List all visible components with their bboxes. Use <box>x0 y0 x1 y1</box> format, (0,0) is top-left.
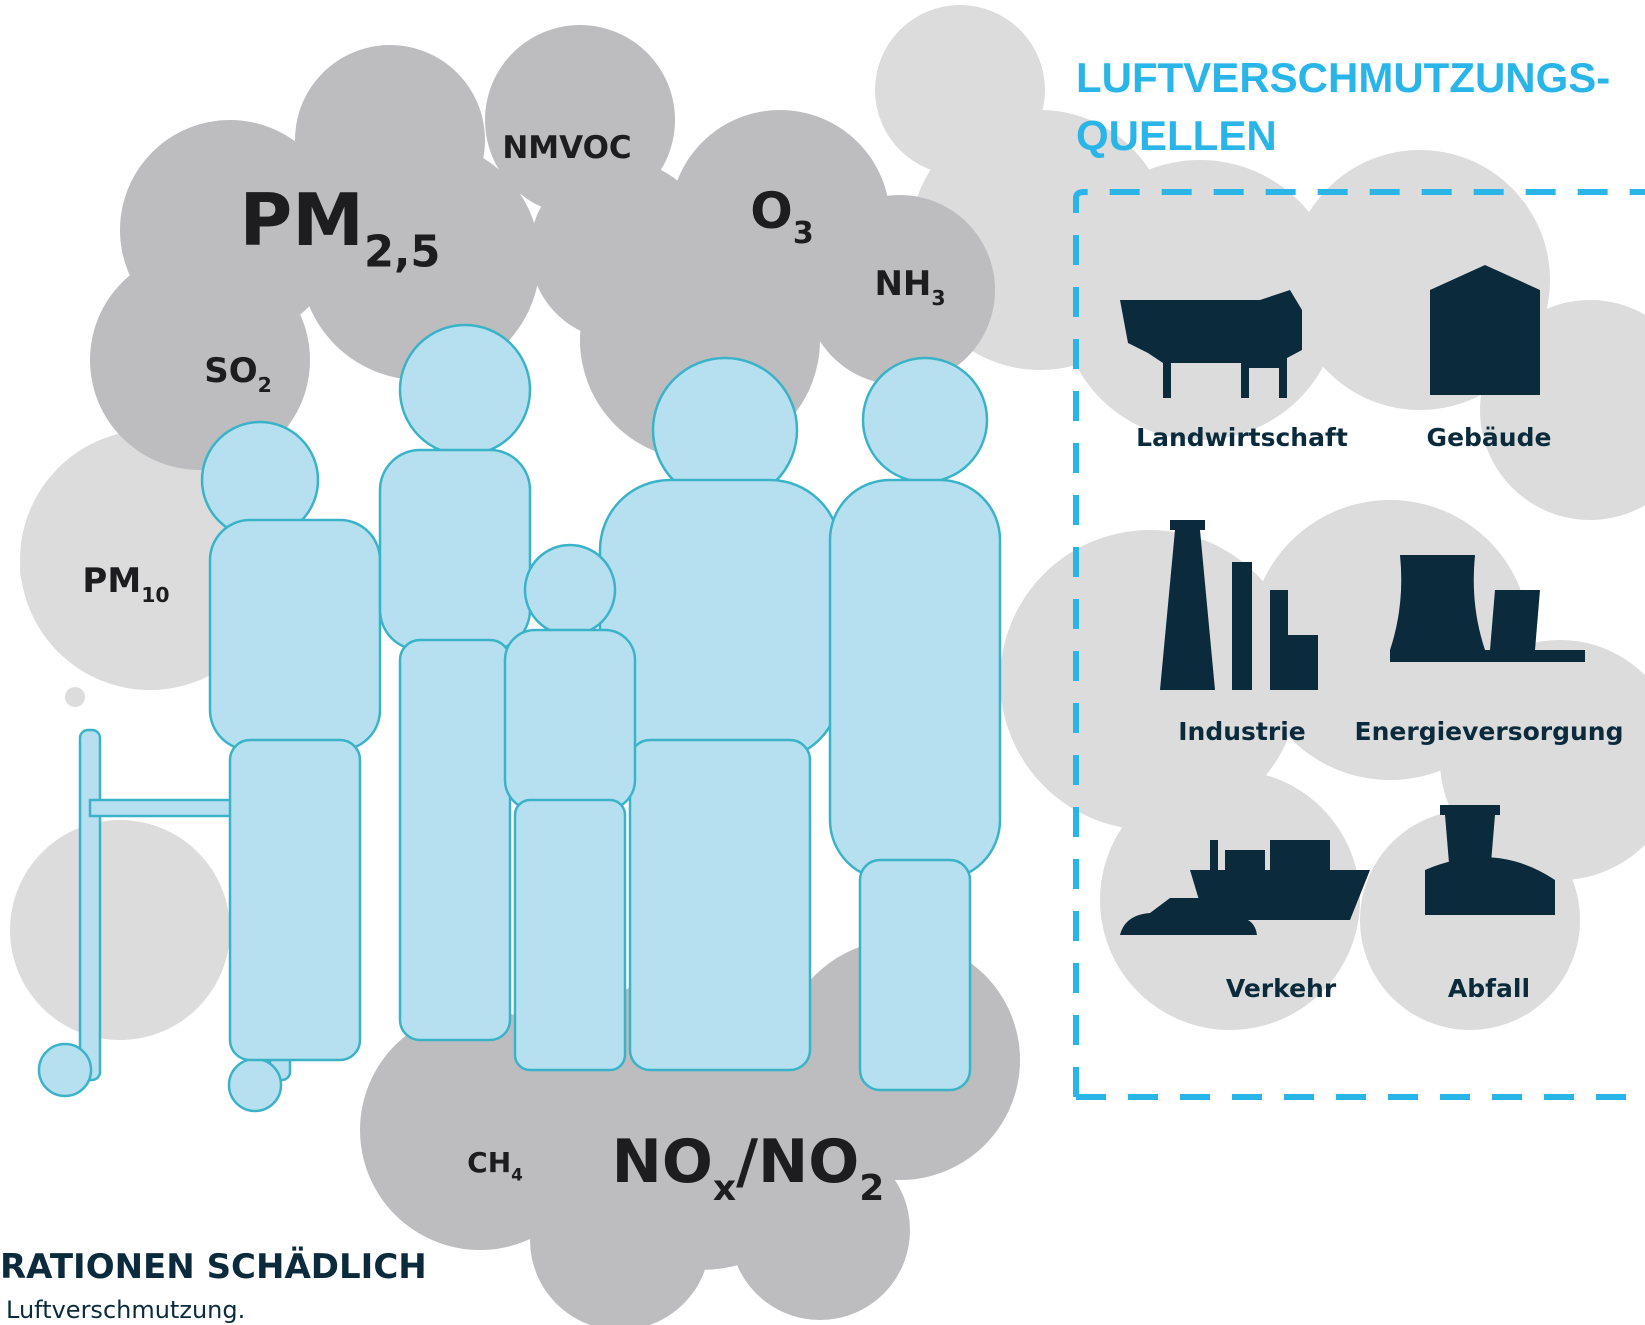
subscript: 4 <box>511 1164 523 1184</box>
source-label: Abfall <box>1448 974 1530 1003</box>
formula-text: CH <box>467 1146 511 1179</box>
source-label: Verkehr <box>1226 974 1337 1003</box>
footer-text: Luftverschmutzung. <box>6 1296 245 1324</box>
source-label: Energieversorgung <box>1355 717 1624 746</box>
footer-heading: RATIONEN SCHÄDLICH <box>0 1246 427 1287</box>
subscript: 3 <box>931 286 945 310</box>
subscript: 3 <box>793 216 814 251</box>
subscript: 2,5 <box>364 228 441 278</box>
formula-text: PM <box>240 178 364 262</box>
formula-text: /NO <box>736 1127 859 1197</box>
formula-text: SO <box>204 351 257 391</box>
source-label: Industrie <box>1178 717 1305 746</box>
formula-text: NH <box>874 264 931 304</box>
pollutant-label: NOx/NO2 <box>612 1127 885 1209</box>
subscript: 2 <box>859 1168 884 1209</box>
formula-text: NMVOC <box>502 130 631 166</box>
sources-title: QUELLEN <box>1076 112 1277 159</box>
pollutant-label: NMVOC <box>502 130 631 166</box>
icon-building <box>1430 265 1540 395</box>
subscript: x <box>713 1168 736 1209</box>
subscript: 2 <box>258 373 272 397</box>
source-label: Landwirtschaft <box>1136 423 1348 452</box>
formula-text: O <box>750 182 793 240</box>
subscript: 10 <box>141 583 169 607</box>
formula-text: PM <box>82 561 141 601</box>
source-label: Gebäude <box>1427 423 1552 452</box>
infographic: NMVOCPM2,5SO2PM10O3NH3CH4NOx/NO2 LUFTVER… <box>0 0 1645 1325</box>
sources-title: LUFTVERSCHMUTZUNGS- <box>1076 54 1610 101</box>
formula-text: NO <box>612 1127 713 1197</box>
